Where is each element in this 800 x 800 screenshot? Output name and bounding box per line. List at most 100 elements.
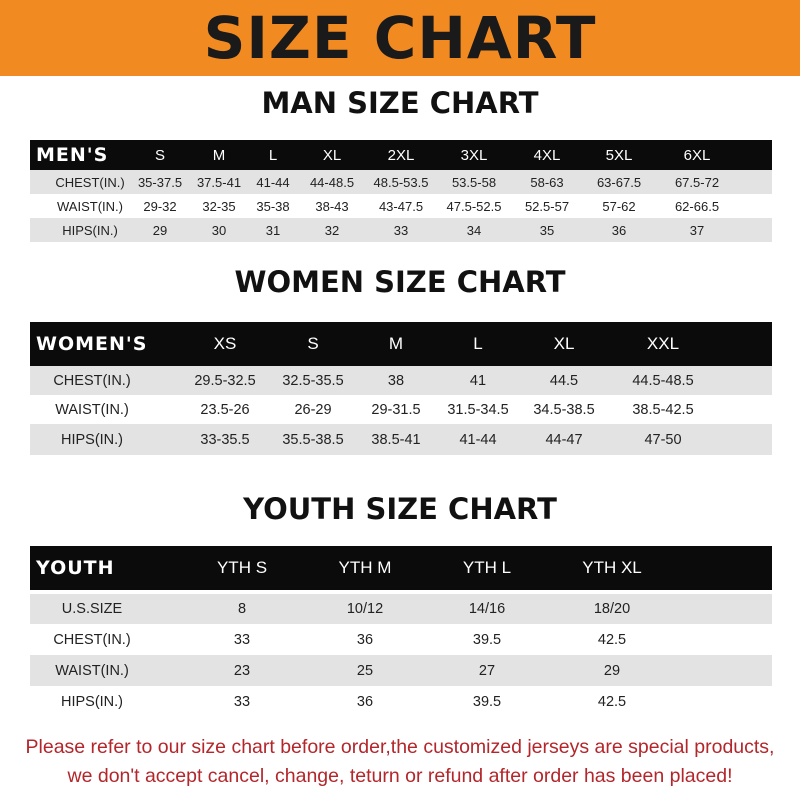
table-row: HIPS(IN.) 29 30 31 32 33 34 35 36 37 bbox=[30, 218, 772, 242]
table-cell: 38 bbox=[387, 372, 405, 389]
women-header-row: WOMEN'S XS S M L XL XXL bbox=[30, 322, 772, 366]
size-header: M bbox=[388, 334, 404, 353]
table-cell: 62-66.5 bbox=[674, 198, 720, 214]
size-header: YTH XL bbox=[582, 558, 642, 577]
table-cell: 26-29 bbox=[294, 401, 332, 418]
size-header: 5XL bbox=[605, 146, 633, 164]
table-cell: 41-44 bbox=[459, 431, 497, 448]
size-header: XXL bbox=[646, 334, 680, 353]
table-cell: 36 bbox=[611, 222, 627, 238]
table-cell: 35.5-38.5 bbox=[282, 431, 344, 448]
table-cell: 10/12 bbox=[346, 601, 384, 617]
table-cell: 58-63 bbox=[530, 174, 564, 190]
size-header: M bbox=[212, 146, 226, 164]
table-cell: 67.5-72 bbox=[674, 174, 720, 190]
table-cell: 53.5-58 bbox=[451, 174, 497, 190]
table-cell: 23.5-26 bbox=[200, 401, 250, 418]
table-cell: 36 bbox=[356, 693, 374, 710]
title-banner: SIZE CHART bbox=[0, 0, 800, 76]
size-header: 4XL bbox=[533, 146, 561, 164]
table-cell: 52.5-57 bbox=[524, 198, 570, 214]
table-row: WAIST(IN.) 23.5-26 26-29 29-31.5 31.5-34.5 34… bbox=[30, 395, 772, 424]
men-header-row: MEN'S S M L XL 2XL 3XL 4XL 5XL 6XL bbox=[30, 140, 772, 170]
table-cell: 43-47.5 bbox=[378, 198, 424, 214]
women-heading: WOMEN SIZE CHART bbox=[234, 265, 566, 299]
row-label: CHEST(IN.) bbox=[53, 372, 131, 389]
table-cell: 57-62 bbox=[602, 198, 636, 214]
size-header: L bbox=[268, 146, 278, 164]
youth-header-row: YOUTH YTH S YTH M YTH L YTH XL bbox=[30, 546, 772, 590]
table-cell: 41-44 bbox=[256, 174, 290, 190]
table-cell: 47-50 bbox=[644, 431, 682, 448]
table-cell: 31 bbox=[265, 222, 281, 238]
notice-line-1: Please refer to our size chart before or… bbox=[25, 736, 775, 758]
table-cell: 30 bbox=[211, 222, 227, 238]
table-row: CHEST(IN.) 29.5-32.5 32.5-35.5 38 41 44.5 44.5… bbox=[30, 366, 772, 395]
table-row: CHEST(IN.) 33 36 39.5 42.5 bbox=[30, 624, 772, 655]
size-header: 2XL bbox=[387, 146, 415, 164]
size-header: XS bbox=[213, 334, 237, 353]
table-cell: 37 bbox=[689, 222, 705, 238]
women-corner-label: WOMEN'S bbox=[36, 333, 148, 355]
table-cell: 44.5-48.5 bbox=[632, 372, 694, 389]
table-cell: 38-43 bbox=[315, 198, 349, 214]
table-cell: 29-32 bbox=[143, 198, 177, 214]
row-label: WAIST(IN.) bbox=[55, 401, 129, 418]
youth-size-table: YOUTH YTH S YTH M YTH L YTH XL U.S.SIZE 8 10/12… bbox=[30, 546, 772, 717]
women-size-table: WOMEN'S XS S M L XL XXL CHEST(IN.) 29.5-32.5 32.5… bbox=[30, 322, 772, 455]
table-cell: 25 bbox=[356, 662, 374, 679]
table-row: CHEST(IN.) 35-37.5 37.5-41 41-44 44-48.5 48.5… bbox=[30, 170, 772, 194]
size-header: 3XL bbox=[460, 146, 488, 164]
size-header: S bbox=[154, 146, 166, 164]
table-cell: 14/16 bbox=[468, 601, 506, 617]
row-label: WAIST(IN.) bbox=[55, 662, 129, 679]
table-cell: 29.5-32.5 bbox=[194, 372, 256, 389]
table-row: U.S.SIZE 8 10/12 14/16 18/20 bbox=[30, 594, 772, 624]
size-header: XL bbox=[553, 334, 575, 353]
table-cell: 39.5 bbox=[472, 631, 502, 648]
table-cell: 48.5-53.5 bbox=[373, 174, 429, 190]
table-cell: 29-31.5 bbox=[371, 401, 421, 418]
table-cell: 23 bbox=[233, 662, 251, 679]
table-cell: 27 bbox=[478, 662, 496, 679]
table-row: HIPS(IN.) 33-35.5 35.5-38.5 38.5-41 41-44 44-… bbox=[30, 424, 772, 455]
size-header: XL bbox=[322, 146, 342, 164]
row-label: CHEST(IN.) bbox=[53, 631, 131, 648]
table-cell: 32 bbox=[324, 222, 340, 238]
table-row: WAIST(IN.) 23 25 27 29 bbox=[30, 655, 772, 686]
table-cell: 37.5-41 bbox=[196, 174, 242, 190]
table-cell: 38.5-42.5 bbox=[632, 401, 694, 418]
size-header: YTH S bbox=[216, 558, 268, 577]
row-label: HIPS(IN.) bbox=[62, 222, 118, 238]
table-cell: 33-35.5 bbox=[200, 431, 250, 448]
row-label: HIPS(IN.) bbox=[60, 431, 124, 448]
table-cell: 63-67.5 bbox=[596, 174, 642, 190]
table-cell: 31.5-34.5 bbox=[447, 401, 509, 418]
row-label: HIPS(IN.) bbox=[60, 693, 124, 710]
table-cell: 34 bbox=[466, 222, 482, 238]
size-header: YTH L bbox=[462, 558, 512, 577]
table-cell: 44-48.5 bbox=[309, 174, 355, 190]
table-cell: 33 bbox=[393, 222, 409, 238]
table-cell: 35-38 bbox=[256, 198, 290, 214]
table-cell: 42.5 bbox=[597, 693, 627, 710]
table-cell: 39.5 bbox=[472, 693, 502, 710]
table-cell: 41 bbox=[469, 372, 487, 389]
table-cell: 34.5-38.5 bbox=[533, 401, 595, 418]
size-header: L bbox=[473, 334, 483, 353]
row-label: CHEST(IN.) bbox=[55, 174, 125, 190]
table-cell: 33 bbox=[233, 693, 251, 710]
row-label: U.S.SIZE bbox=[61, 601, 123, 617]
row-label: WAIST(IN.) bbox=[57, 198, 123, 214]
men-corner-label: MEN'S bbox=[36, 144, 109, 166]
youth-corner-label: YOUTH bbox=[36, 557, 115, 579]
table-cell: 32-35 bbox=[202, 198, 236, 214]
table-cell: 35-37.5 bbox=[137, 174, 183, 190]
youth-heading: YOUTH SIZE CHART bbox=[243, 492, 557, 526]
table-cell: 42.5 bbox=[597, 631, 627, 648]
table-cell: 38.5-41 bbox=[371, 431, 421, 448]
table-cell: 32.5-35.5 bbox=[282, 372, 344, 389]
table-cell: 8 bbox=[237, 601, 247, 617]
size-header: YTH M bbox=[338, 558, 392, 577]
table-cell: 47.5-52.5 bbox=[446, 198, 502, 214]
